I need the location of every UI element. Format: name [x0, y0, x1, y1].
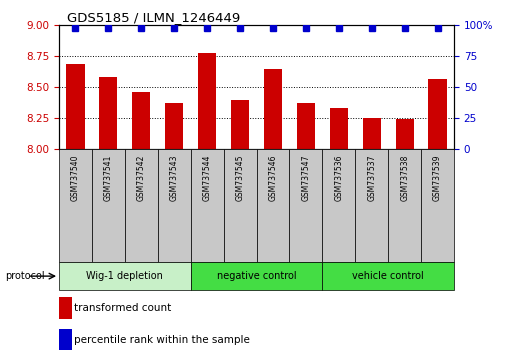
Text: GSM737539: GSM737539 [433, 154, 442, 201]
Bar [421, 149, 454, 262]
Bar [100, 77, 117, 149]
Bar [297, 103, 315, 149]
Bar [322, 149, 355, 262]
Text: protocol: protocol [5, 271, 45, 281]
Bar [198, 53, 216, 149]
Text: GSM737543: GSM737543 [170, 154, 179, 201]
Bar [428, 79, 447, 149]
Bar [59, 262, 191, 290]
Bar [231, 101, 249, 149]
Bar [264, 69, 282, 149]
Text: GSM737542: GSM737542 [137, 154, 146, 201]
Bar [59, 149, 92, 262]
Bar [388, 149, 421, 262]
Bar [66, 64, 85, 149]
Bar [224, 149, 256, 262]
Text: vehicle control: vehicle control [352, 271, 424, 281]
Text: GSM737546: GSM737546 [268, 154, 278, 201]
Text: negative control: negative control [216, 271, 297, 281]
Bar [289, 149, 322, 262]
Bar [158, 149, 191, 262]
Bar [256, 149, 289, 262]
Text: percentile rank within the sample: percentile rank within the sample [74, 335, 250, 345]
Text: GSM737545: GSM737545 [235, 154, 245, 201]
Bar [322, 262, 454, 290]
Text: GSM737544: GSM737544 [203, 154, 212, 201]
Text: GSM737536: GSM737536 [334, 154, 343, 201]
Bar [330, 108, 348, 149]
Bar [396, 119, 413, 149]
Text: GSM737540: GSM737540 [71, 154, 80, 201]
Bar [355, 149, 388, 262]
Text: Wig-1 depletion: Wig-1 depletion [86, 271, 163, 281]
Bar [191, 149, 224, 262]
Bar [125, 149, 158, 262]
Bar [92, 149, 125, 262]
Bar [165, 103, 183, 149]
Text: GSM737537: GSM737537 [367, 154, 376, 201]
Text: GSM737547: GSM737547 [301, 154, 310, 201]
Text: GSM737541: GSM737541 [104, 154, 113, 201]
Bar [191, 262, 322, 290]
Text: GDS5185 / ILMN_1246449: GDS5185 / ILMN_1246449 [67, 11, 240, 24]
Text: transformed count: transformed count [74, 303, 172, 313]
Bar [363, 118, 381, 149]
Text: GSM737538: GSM737538 [400, 154, 409, 201]
Bar [132, 92, 150, 149]
